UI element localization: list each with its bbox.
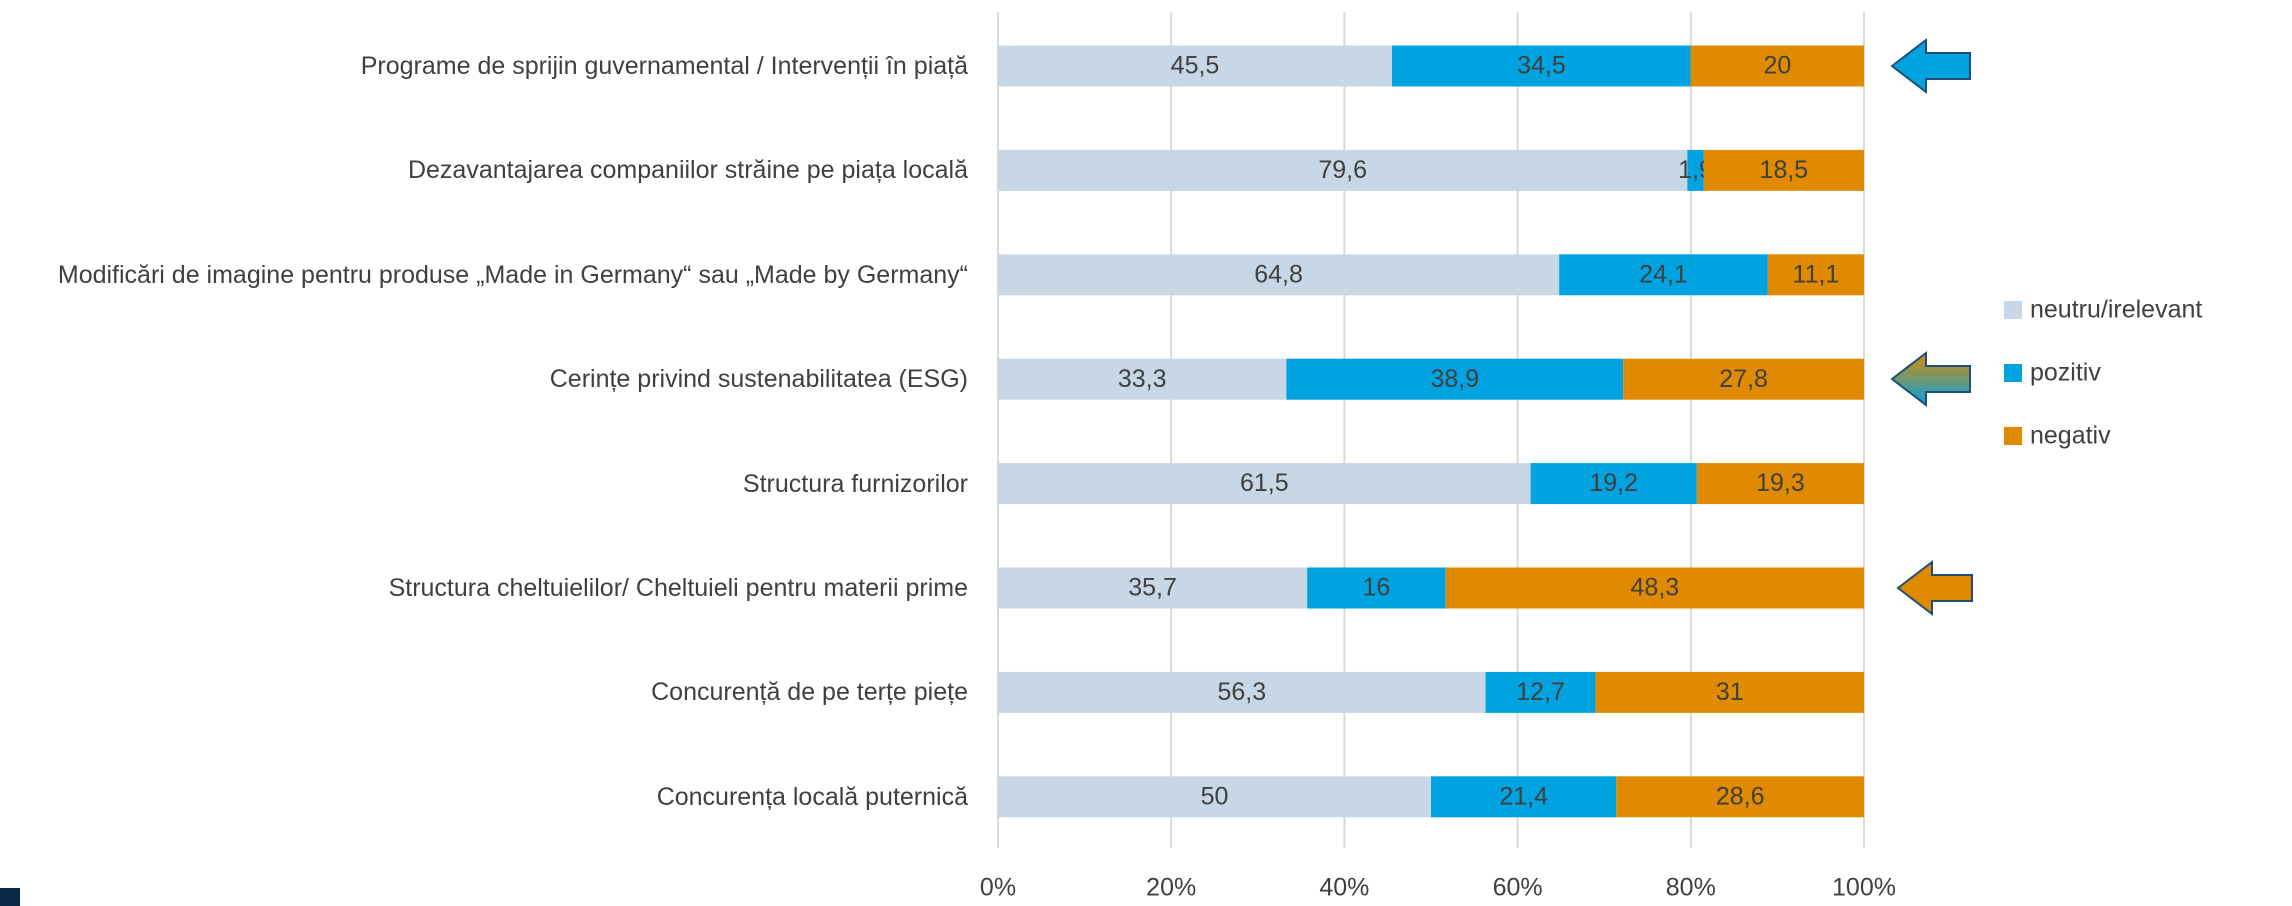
legend-swatch <box>2004 427 2022 445</box>
data-label: 21,4 <box>1499 782 1548 810</box>
bar-segment <box>1307 567 1446 609</box>
bar-segment <box>1703 149 1864 191</box>
legend-label: negativ <box>2030 422 2111 450</box>
data-label: 79,6 <box>1318 156 1367 184</box>
data-label: 48,3 <box>1631 574 1680 602</box>
bar-segment <box>1445 567 1864 609</box>
bar-segment <box>998 358 1287 400</box>
legend-swatch <box>2004 364 2022 382</box>
category-text: Cerințe privind sustenabilitatea (ESG) <box>549 365 968 394</box>
bar-segment <box>1286 358 1624 400</box>
legend-label: neutru/irelevant <box>2030 296 2202 324</box>
bar-segment <box>1696 463 1864 505</box>
category-text: Modificări de imagine pentru produse „Ma… <box>57 260 968 289</box>
bar-segment <box>1392 45 1691 87</box>
x-tick-label: 60% <box>1493 874 1543 902</box>
logo-mark <box>0 888 20 906</box>
category-label: Concurența locală puternică <box>8 781 968 813</box>
data-label: 16 <box>1363 574 1391 602</box>
bar-segment <box>998 254 1560 296</box>
data-label: 64,8 <box>1254 260 1303 288</box>
data-label: 33,3 <box>1118 365 1167 393</box>
data-label: 50 <box>1201 782 1229 810</box>
data-label: 19,2 <box>1589 469 1638 497</box>
bar-segment <box>1767 254 1864 296</box>
data-label: 34,5 <box>1517 52 1566 80</box>
category-text: Structura cheltuielilor/ Cheltuieli pent… <box>388 574 968 602</box>
x-tick-label: 0% <box>980 874 1016 902</box>
x-tick-label: 40% <box>1319 874 1369 902</box>
legend-swatch <box>2004 301 2022 319</box>
bar-segment <box>1595 671 1864 713</box>
bar-segment <box>1485 671 1596 713</box>
data-label: 27,8 <box>1719 365 1768 393</box>
bar-segment <box>998 567 1308 609</box>
category-text: Concurența locală puternică <box>656 782 968 811</box>
data-label: 24,1 <box>1639 260 1688 288</box>
data-label: 56,3 <box>1217 678 1266 706</box>
category-text: Concurență de pe terțe piețe <box>651 678 968 707</box>
data-label: 28,6 <box>1716 782 1765 810</box>
arrow <box>1896 559 1973 617</box>
bar-segment <box>1687 149 1704 191</box>
data-label: 20 <box>1763 52 1791 80</box>
x-tick-label: 100% <box>1832 874 1896 902</box>
category-label: Programe de sprijin guvernamental / Inte… <box>8 50 968 82</box>
bar-segment <box>998 149 1688 191</box>
data-label: 38,9 <box>1430 365 1479 393</box>
category-text: Dezavantajarea companiilor străine pe pi… <box>407 156 968 185</box>
arrow <box>1890 37 1971 95</box>
data-label: 35,7 <box>1128 574 1177 602</box>
bar-segment <box>1431 776 1617 818</box>
legend-label: pozitiv <box>2030 359 2101 387</box>
bar-segment <box>1623 358 1864 400</box>
bar-segment <box>998 463 1531 505</box>
x-tick-label: 20% <box>1146 874 1196 902</box>
category-label: Cerințe privind sustenabilitatea (ESG) <box>8 363 968 395</box>
category-label: Dezavantajarea companiilor străine pe pi… <box>8 154 968 186</box>
category-label: Structura cheltuielilor/ Cheltuieli pent… <box>8 572 968 604</box>
category-text: Structura furnizorilor <box>742 469 968 498</box>
bar-segment <box>998 671 1486 713</box>
data-label: 18,5 <box>1760 156 1809 184</box>
x-tick-label: 80% <box>1666 874 1716 902</box>
category-text: Programe de sprijin guvernamental / Inte… <box>360 52 968 80</box>
category-label: Structura furnizorilor <box>8 468 968 500</box>
data-label: 19,3 <box>1756 469 1805 497</box>
category-label: Concurență de pe terțe piețe <box>8 676 968 708</box>
bar-segment <box>1530 463 1697 505</box>
bar-segment <box>998 45 1393 87</box>
data-label: 45,5 <box>1171 52 1220 80</box>
data-label: 12,7 <box>1516 678 1565 706</box>
bar-segment <box>1616 776 1864 818</box>
bar-segment <box>998 776 1431 818</box>
data-label: 61,5 <box>1240 469 1289 497</box>
data-label: 11,1 <box>1793 260 1840 288</box>
data-label: 31 <box>1716 678 1744 706</box>
bar-segment <box>1690 45 1864 87</box>
bar-segment <box>1559 254 1768 296</box>
arrow <box>1890 350 1971 408</box>
category-label: Modificări de imagine pentru produse „Ma… <box>8 259 968 291</box>
